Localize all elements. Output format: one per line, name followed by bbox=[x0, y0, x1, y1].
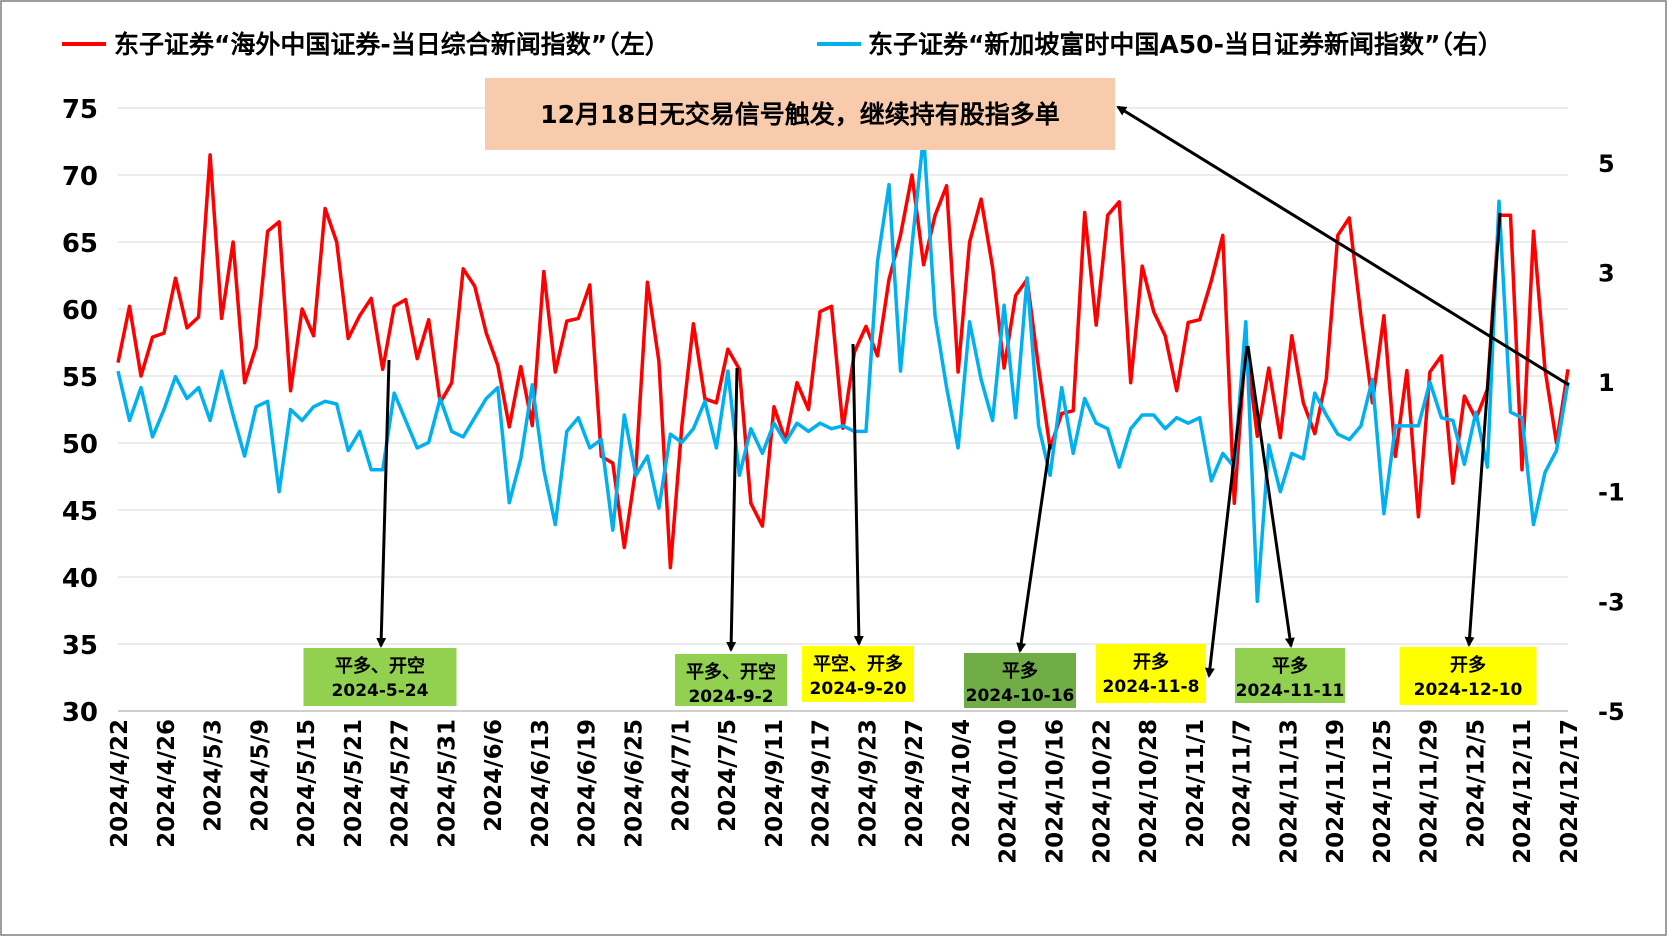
legend-blue-label: 东子证券“新加坡富时中国A50-当日证券新闻指数”（右） bbox=[868, 30, 1503, 59]
annotation-signal: 开多 bbox=[1450, 654, 1486, 676]
x-tick-label: 2024/9/23 bbox=[855, 719, 881, 848]
annotation-date: 2024-11-11 bbox=[1236, 681, 1345, 701]
x-tick-label: 2024/9/17 bbox=[809, 719, 835, 848]
x-tick-label: 2024/5/31 bbox=[434, 719, 460, 848]
annotation-arrow bbox=[1116, 105, 1570, 387]
y-right-tick-label: -1 bbox=[1598, 479, 1625, 507]
y-right-tick-label: -5 bbox=[1598, 698, 1625, 726]
series-red-line bbox=[116, 153, 1570, 570]
x-tick-label: 2024/11/7 bbox=[1230, 719, 1256, 848]
legend-red-label: 东子证券“海外中国证券-当日综合新闻指数”（左） bbox=[114, 30, 670, 59]
y-right-tick-label: 3 bbox=[1598, 259, 1615, 287]
x-tick-label: 2024/6/19 bbox=[575, 719, 601, 848]
annotation-box: 平多、开空 2024-5-24 bbox=[303, 648, 457, 706]
x-tick-label: 2024/11/29 bbox=[1417, 719, 1443, 864]
y-right-tick-label: 1 bbox=[1598, 369, 1615, 397]
annotations: 平多、开空 2024-5-24 平多、开空 2024-9-2 平空、开多 2024-9-2… bbox=[303, 105, 1570, 708]
y-right-tick-label: -3 bbox=[1598, 588, 1625, 616]
annotation-rect bbox=[802, 646, 914, 702]
y-left-tick-label: 55 bbox=[62, 363, 98, 393]
x-tick-label: 2024/12/5 bbox=[1463, 719, 1489, 848]
callout: 12月18日无交易信号触发，继续持有股指多单 bbox=[485, 78, 1115, 150]
annotation-date: 2024-5-24 bbox=[332, 681, 429, 701]
annotation-arrow bbox=[1204, 345, 1249, 678]
y-left-tick-label: 30 bbox=[62, 698, 98, 728]
annotation-signal: 开多 bbox=[1133, 651, 1169, 673]
x-tick-label: 2024/10/28 bbox=[1136, 719, 1162, 864]
annotation-arrow bbox=[726, 367, 739, 652]
x-tick-label: 2024/12/17 bbox=[1557, 719, 1583, 864]
annotation-rect bbox=[1096, 644, 1206, 703]
annotation-arrow bbox=[851, 343, 864, 646]
annotation-signal: 平空、开多 bbox=[813, 653, 903, 675]
x-tick-label: 2024/5/21 bbox=[341, 719, 367, 848]
y-left-tick-label: 75 bbox=[62, 95, 98, 125]
annotation-rect bbox=[1399, 647, 1537, 705]
x-tick-label: 2024/5/9 bbox=[247, 719, 273, 832]
x-tick-label: 2024/11/25 bbox=[1370, 719, 1396, 864]
x-tick-label: 2024/12/11 bbox=[1510, 719, 1536, 864]
annotation-arrow bbox=[1464, 212, 1502, 647]
annotation-rect bbox=[675, 654, 787, 706]
x-tick-label: 2024/4/26 bbox=[154, 719, 180, 848]
x-tick-label: 2024/11/19 bbox=[1323, 719, 1349, 864]
annotation-date: 2024-9-20 bbox=[810, 679, 907, 699]
x-tick-label: 2024/10/4 bbox=[949, 719, 975, 848]
annotation-arrow bbox=[1016, 443, 1052, 653]
annotation-arrow bbox=[1246, 345, 1295, 648]
y-left-tick-label: 50 bbox=[62, 430, 98, 460]
callout-box bbox=[485, 78, 1115, 150]
annotation-box: 平多 2024-11-11 bbox=[1235, 648, 1345, 703]
x-tick-label: 2024/7/1 bbox=[668, 719, 694, 832]
annotation-box: 平多、开空 2024-9-2 bbox=[675, 654, 787, 707]
x-tick-label: 2024/7/5 bbox=[715, 719, 741, 832]
annotation-box: 平多 2024-10-16 bbox=[964, 653, 1076, 708]
series-blue-line bbox=[116, 133, 1570, 604]
annotation-signal: 平多 bbox=[1002, 660, 1038, 682]
annotation-signal: 平多、开空 bbox=[335, 655, 425, 677]
series bbox=[116, 133, 1570, 604]
annotation-rect bbox=[964, 653, 1076, 708]
y-left-tick-label: 45 bbox=[62, 497, 98, 527]
y-right-tick-label: 5 bbox=[1598, 150, 1615, 178]
x-tick-label: 2024/5/3 bbox=[201, 719, 227, 832]
y-left-tick-label: 40 bbox=[62, 564, 98, 594]
annotation-signal: 平多、开空 bbox=[686, 661, 776, 683]
annotation-date: 2024-10-16 bbox=[966, 686, 1075, 706]
x-tick-label: 2024/5/15 bbox=[294, 719, 320, 848]
annotation-rect bbox=[1235, 648, 1345, 703]
annotation-rect bbox=[303, 648, 457, 706]
legend: 东子证券“海外中国证券-当日综合新闻指数”（左） 东子证券“新加坡富时中国A50… bbox=[62, 30, 1503, 59]
x-tick-label: 2024/10/10 bbox=[996, 719, 1022, 864]
y-left-tick-label: 60 bbox=[62, 296, 98, 326]
x-tick-label: 2024/9/27 bbox=[902, 719, 928, 848]
x-tick-label: 2024/6/13 bbox=[528, 719, 554, 848]
x-tick-label: 2024/10/16 bbox=[1042, 719, 1068, 864]
annotation-box: 开多 2024-12-10 bbox=[1399, 647, 1537, 705]
annotation-box: 开多 2024-11-8 bbox=[1096, 644, 1206, 703]
annotation-date: 2024-12-10 bbox=[1414, 680, 1523, 700]
annotation-signal: 平多 bbox=[1272, 655, 1308, 677]
x-tick-label: 2024/11/13 bbox=[1276, 719, 1302, 864]
annotation-arrow bbox=[376, 359, 391, 648]
x-tick-label: 2024/11/1 bbox=[1183, 719, 1209, 848]
y-left-tick-label: 35 bbox=[62, 631, 98, 661]
x-tick-label: 2024/10/22 bbox=[1089, 719, 1115, 864]
annotation-date: 2024-11-8 bbox=[1103, 677, 1200, 697]
y-left-tick-label: 65 bbox=[62, 229, 98, 259]
x-tick-label: 2024/4/22 bbox=[107, 719, 133, 848]
x-tick-label: 2024/9/11 bbox=[762, 719, 788, 848]
annotation-box: 平空、开多 2024-9-20 bbox=[802, 646, 914, 702]
y-left-tick-label: 70 bbox=[62, 162, 98, 192]
annotation-date: 2024-9-2 bbox=[688, 687, 773, 707]
x-tick-label: 2024/5/27 bbox=[388, 719, 414, 848]
x-tick-label: 2024/6/25 bbox=[622, 719, 648, 848]
callout-text: 12月18日无交易信号触发，继续持有股指多单 bbox=[540, 100, 1060, 129]
x-tick-label: 2024/6/6 bbox=[481, 719, 507, 832]
